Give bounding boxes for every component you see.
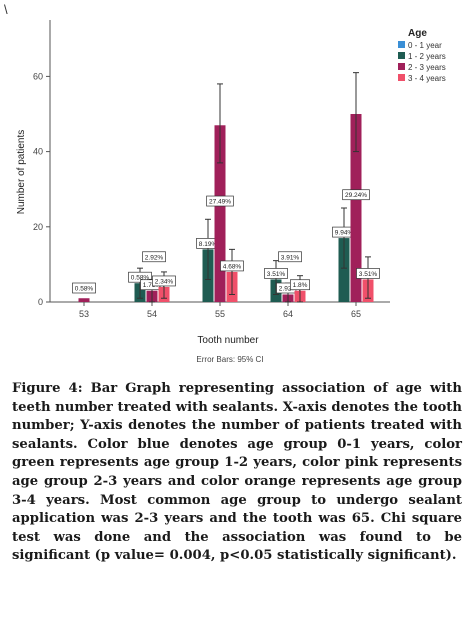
legend-item: 0 - 1 year xyxy=(408,41,442,50)
data-label-box xyxy=(220,260,244,272)
data-label: 4.68% xyxy=(223,263,242,270)
data-label: 8.19% xyxy=(199,241,218,248)
legend-title: Age xyxy=(408,28,427,39)
bar xyxy=(78,298,90,302)
bar xyxy=(350,114,362,302)
data-label-box xyxy=(128,271,152,283)
data-label-box xyxy=(290,279,310,291)
chart-plot-area: 0204060530.58%540.58%1.75%2.34%558.19%27… xyxy=(33,20,446,319)
y-tick-label: 0 xyxy=(38,297,43,307)
x-tick-label: 55 xyxy=(215,309,225,319)
x-tick-label: 53 xyxy=(79,309,89,319)
x-tick-label: 64 xyxy=(283,309,293,319)
legend-item: 2 - 3 years xyxy=(408,63,446,72)
data-label: 1.8% xyxy=(293,282,308,289)
data-label: 3.51% xyxy=(359,271,378,278)
figure-caption: Figure 4: Bar Graph representing associa… xyxy=(12,381,462,564)
data-label-box xyxy=(152,275,176,287)
data-label-box xyxy=(206,195,234,207)
data-label-box xyxy=(264,268,288,279)
data-label: 9.94% xyxy=(335,230,354,237)
y-tick-label: 60 xyxy=(33,71,43,81)
y-axis-label: Number of patients xyxy=(16,130,27,215)
stray-mark: \ xyxy=(4,2,8,17)
data-label-box xyxy=(72,282,96,294)
bar-chart: \ 0204060530.58%540.58%1.75%2.34%558.19%… xyxy=(4,2,446,364)
data-label-box xyxy=(356,268,380,279)
legend-swatch xyxy=(398,41,405,48)
y-tick-label: 20 xyxy=(33,222,43,232)
data-label: 0.58% xyxy=(131,275,150,282)
legend-swatch xyxy=(398,52,405,59)
bar xyxy=(214,125,226,302)
legend-swatch xyxy=(398,63,405,70)
data-label-box xyxy=(278,251,302,263)
legend-item: 1 - 2 years xyxy=(408,52,446,61)
data-label: 3.51% xyxy=(267,271,286,278)
data-label: 2.92% xyxy=(145,254,164,261)
data-label: 27.49% xyxy=(209,199,231,206)
data-label: 3.91% xyxy=(281,254,300,261)
error-bars-note: Error Bars: 95% CI xyxy=(196,355,263,364)
data-label-box xyxy=(142,251,166,263)
data-label: 2.34% xyxy=(155,278,174,285)
bar xyxy=(338,238,350,302)
x-tick-label: 65 xyxy=(351,309,361,319)
data-label: 2.92% xyxy=(279,286,298,293)
data-label-box xyxy=(342,189,370,201)
legend-item: 3 - 4 years xyxy=(408,74,446,83)
x-tick-label: 54 xyxy=(147,309,157,319)
data-label: 0.58% xyxy=(75,286,94,293)
x-axis-label: Tooth number xyxy=(197,335,259,346)
legend-swatch xyxy=(398,74,405,81)
data-label: 29.24% xyxy=(345,192,367,199)
y-tick-label: 40 xyxy=(33,147,43,157)
data-label: 1.75% xyxy=(143,282,162,289)
